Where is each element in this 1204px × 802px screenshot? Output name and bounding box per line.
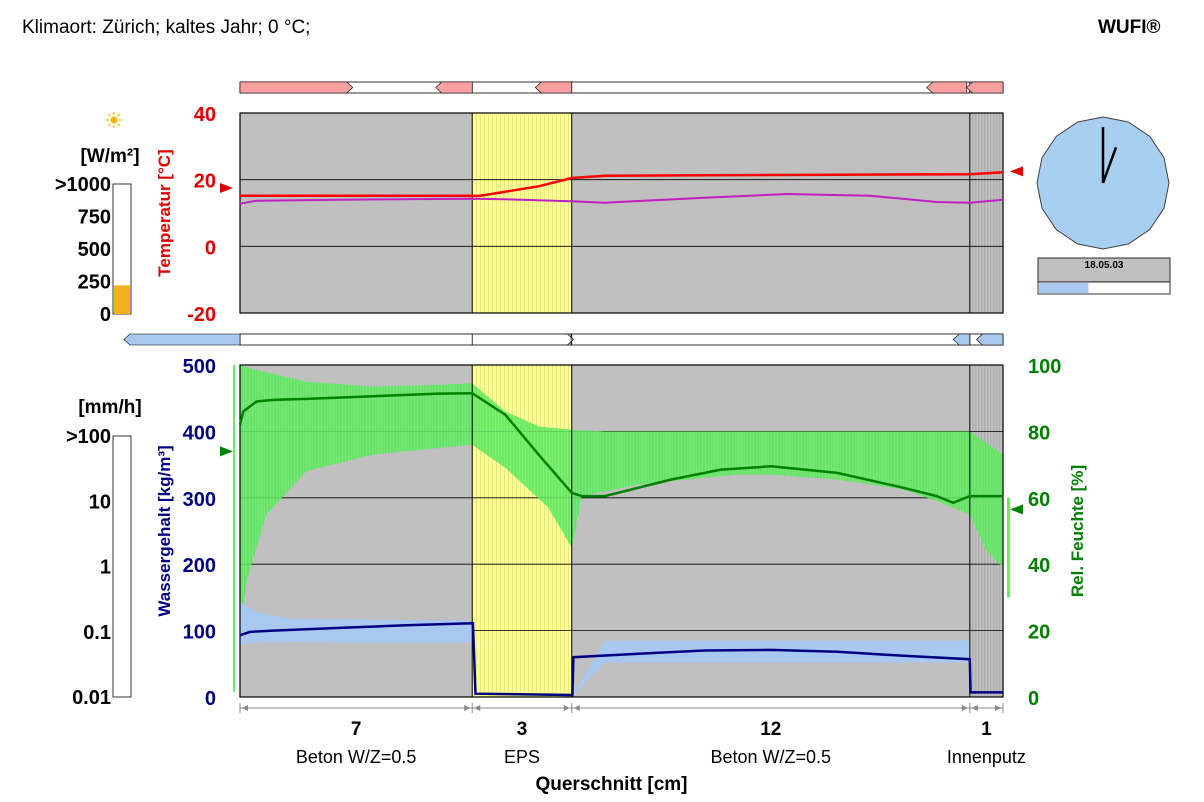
radiation-scale: [W/m²] >1000 750 500 250 0 [55, 112, 140, 326]
sun-icon-ray [107, 123, 111, 127]
radiation-level-fill [114, 285, 130, 314]
dimension-arrow [474, 705, 481, 711]
brand-label: WUFI® [1098, 17, 1161, 38]
flux-arrow [435, 81, 473, 94]
rain-tick-label: >100 [66, 426, 111, 448]
flux-arrow [926, 81, 967, 94]
rain-tick-label: 10 [89, 491, 111, 513]
dimension-arrow [971, 705, 978, 711]
water-content-tick-label: 400 [183, 422, 216, 444]
page-title: Klimaort: Zürich; kaltes Jahr; 0 °C; [22, 17, 311, 38]
layer-band-0 [240, 113, 473, 313]
rain-tick-label: 0.1 [83, 622, 111, 644]
layer-thickness-label: 3 [517, 719, 528, 740]
temperature-tick-label: 40 [194, 104, 216, 126]
water-content-band-0 [240, 602, 473, 646]
plot-frame [239, 112, 1004, 314]
outdoor-temperature-marker [220, 183, 233, 193]
sun-icon [106, 112, 122, 128]
layer-material-label: EPS [504, 747, 540, 767]
layer-band-3 [969, 113, 1003, 313]
radiation-tick-label: 500 [78, 239, 111, 261]
clock: 18.05.03 [1036, 116, 1171, 295]
dimension-arrow [573, 705, 580, 711]
dewpoint-line [239, 192, 1004, 205]
sun-icon-disc [110, 116, 118, 124]
radiation-tick-label: >1000 [55, 174, 111, 196]
dimension-arrow [995, 705, 1001, 711]
date-label: 18.05.03 [1085, 260, 1124, 271]
rel-humidity-tick-label: 60 [1028, 489, 1050, 511]
cross-section-axis: 7 Beton W/Z=0.5 3 EPS 12 Beton W/Z=0.5 1 Innenp… [239, 703, 1026, 795]
water-content-line [239, 622, 1003, 697]
water-content-tick-label: 0 [205, 688, 216, 710]
rain-bar-frame [112, 435, 132, 698]
layer-thickness-label: 7 [351, 719, 362, 740]
flux-arrow [966, 81, 1004, 94]
layer-band-2 [571, 113, 970, 313]
moisture-panel [238, 364, 1004, 698]
water-content-axis-title: Wassergehalt [kg/m³] [155, 445, 174, 616]
indoor-humidity-range [1007, 497, 1010, 598]
sun-icon-ray [117, 123, 121, 127]
flux-arrow [952, 333, 971, 346]
rel-humidity-axis-title: Rel. Feuchte [%] [1068, 465, 1087, 597]
indoor-humidity-marker [1010, 504, 1023, 515]
temperature-tick-label: 20 [194, 171, 216, 193]
dimension-arrow [464, 705, 471, 711]
rain-unit: [mm/h] [78, 397, 141, 418]
layer-material-label: Beton W/Z=0.5 [296, 747, 417, 767]
date-box [1037, 257, 1171, 283]
temperature-tick-label: 0 [205, 237, 216, 259]
flux-arrow [976, 333, 1004, 346]
temperature-tick-label: -20 [187, 304, 216, 326]
layer-band-1 [472, 113, 572, 313]
cross-section-axis-title: Querschnitt [cm] [535, 774, 687, 795]
flux-arrow [123, 333, 241, 346]
heat-flux-bar [239, 81, 1004, 94]
flux-arrow [239, 81, 354, 94]
dimension-arrow [961, 705, 968, 711]
layer-material-label: Innenputz [947, 747, 1026, 767]
outdoor-humidity-range [233, 365, 235, 692]
flux-arrow [566, 333, 574, 346]
rain-tick-label: 0.01 [72, 687, 111, 709]
layer-material-label: Beton W/Z=0.5 [711, 747, 832, 767]
rain-tick-label: 1 [100, 557, 111, 579]
dimension-arrow [563, 705, 570, 711]
time-progress-fill [1039, 283, 1089, 293]
radiation-tick-label: 250 [78, 272, 111, 294]
water-content-tick-label: 100 [183, 622, 216, 644]
temperature-axis-title: Temperatur [°C] [155, 149, 174, 276]
flux-bar-frame [239, 81, 1004, 94]
plot-frame [239, 364, 1004, 698]
sun-icon-ray [117, 113, 121, 117]
radiation-tick-label: 750 [78, 207, 111, 229]
water-content-tick-label: 500 [183, 356, 216, 378]
rel-humidity-tick-label: 80 [1028, 422, 1050, 444]
rel-humidity-tick-label: 40 [1028, 555, 1050, 577]
layer-thickness-label: 1 [981, 719, 992, 740]
layer-thickness-label: 12 [760, 719, 781, 740]
rel-humidity-tick-label: 100 [1028, 356, 1061, 378]
clock-hour-hand [1101, 146, 1118, 184]
sun-icon-ray [107, 113, 111, 117]
indoor-temperature-marker [1010, 166, 1023, 177]
moisture-flux-bar [123, 333, 1004, 346]
rel-humidity-tick-label: 20 [1028, 622, 1050, 644]
radiation-tick-label: 0 [100, 304, 111, 326]
rel-humidity-line [238, 391, 1003, 505]
temperature-panel [239, 112, 1004, 314]
outdoor-humidity-marker [220, 446, 233, 457]
water-content-tick-label: 200 [183, 555, 216, 577]
water-content-tick-label: 300 [183, 489, 216, 511]
rel-humidity-tick-label: 0 [1028, 688, 1039, 710]
radiation-unit: [W/m²] [80, 146, 139, 167]
rain-scale: [mm/h] >100 10 1 0.1 0.01 [66, 397, 142, 709]
temperature-line [240, 171, 1004, 198]
dimension-arrow [242, 705, 248, 711]
flux-bar-frame [239, 333, 1004, 346]
flux-arrow [534, 81, 573, 94]
